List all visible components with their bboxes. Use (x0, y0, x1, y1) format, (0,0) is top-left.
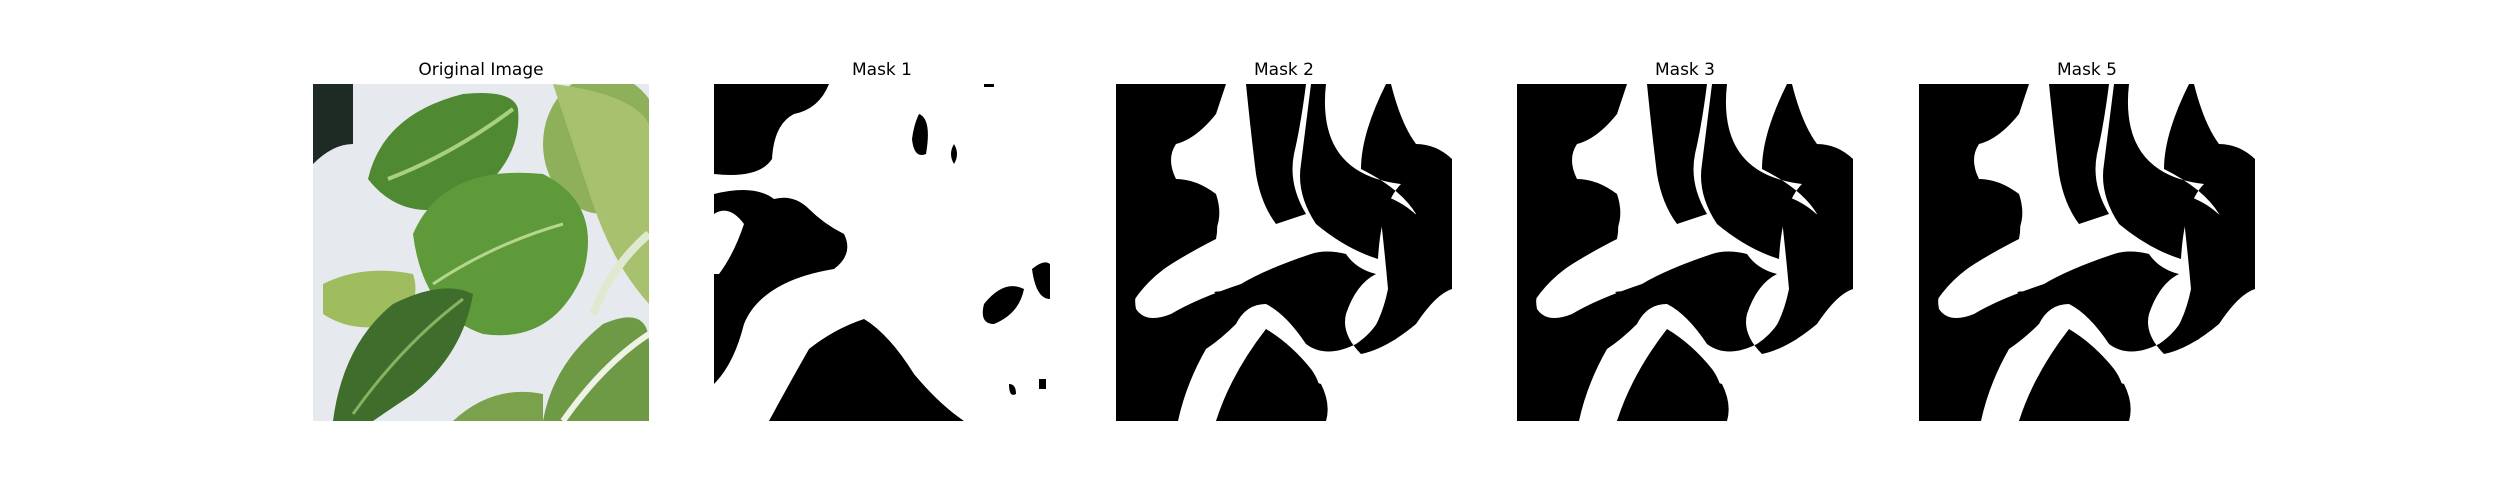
panel-title: Mask 2 (1253, 60, 1314, 80)
binary-mask-image (1919, 84, 2255, 421)
panel-mask-2: Mask 2 (1116, 0, 1452, 500)
panel-title: Original Image (418, 60, 544, 80)
mask-2-image (1116, 84, 1452, 421)
panel-title: Mask 3 (1654, 60, 1715, 80)
original-image (313, 84, 649, 421)
binary-mask-image (714, 84, 1050, 421)
panel-title: Mask 1 (851, 60, 912, 80)
mask-1-image (714, 84, 1050, 421)
panel-original-image: Original Image (313, 0, 649, 500)
panel-mask-5: Mask 5 (1919, 0, 2255, 500)
panel-mask-3: Mask 3 (1517, 0, 1853, 500)
binary-mask-image (1517, 84, 1853, 421)
binary-mask-image (1116, 84, 1452, 421)
mask-5-image (1919, 84, 2255, 421)
leafy-green-photo (313, 84, 649, 421)
panel-mask-1: Mask 1 (714, 0, 1050, 500)
panel-title: Mask 5 (2056, 60, 2117, 80)
mask-3-image (1517, 84, 1853, 421)
